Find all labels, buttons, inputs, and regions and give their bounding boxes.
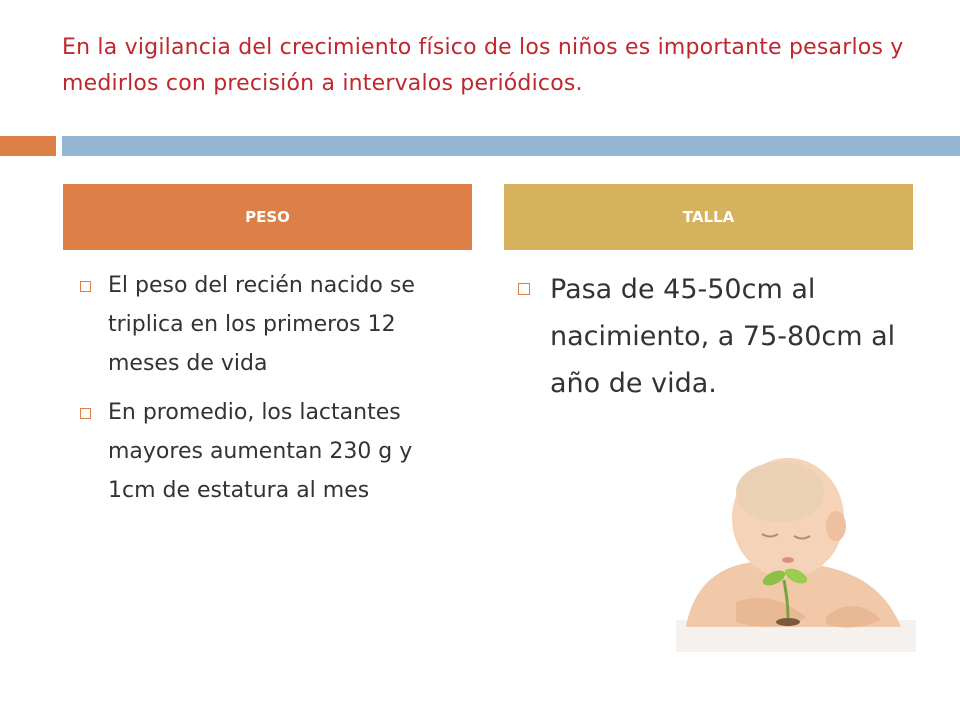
list-item: Pasa de 45-50cm al nacimiento, a 75-80cm… — [518, 266, 938, 407]
list-item-text: El peso del recién nacido se triplica en… — [108, 273, 415, 376]
baby-with-sprout-photo — [676, 458, 916, 652]
accent-bar-orange — [0, 136, 56, 156]
slide-title: En la vigilancia del crecimiento físico … — [62, 35, 904, 96]
list-item: El peso del recién nacido se triplica en… — [80, 266, 460, 383]
list-item-text: Pasa de 45-50cm al nacimiento, a 75-80cm… — [550, 274, 896, 399]
talla-list: Pasa de 45-50cm al nacimiento, a 75-80cm… — [518, 266, 938, 407]
peso-header: PESO — [63, 184, 472, 250]
talla-header: TALLA — [504, 184, 913, 250]
peso-list: El peso del recién nacido se triplica en… — [80, 266, 460, 520]
square-bullet-icon — [80, 281, 91, 292]
accent-bar-blue — [62, 136, 960, 156]
square-bullet-icon — [80, 408, 91, 419]
square-bullet-icon — [518, 283, 530, 295]
list-item: En promedio, los lactantes mayores aumen… — [80, 393, 460, 510]
list-item-text: En promedio, los lactantes mayores aumen… — [108, 400, 413, 503]
